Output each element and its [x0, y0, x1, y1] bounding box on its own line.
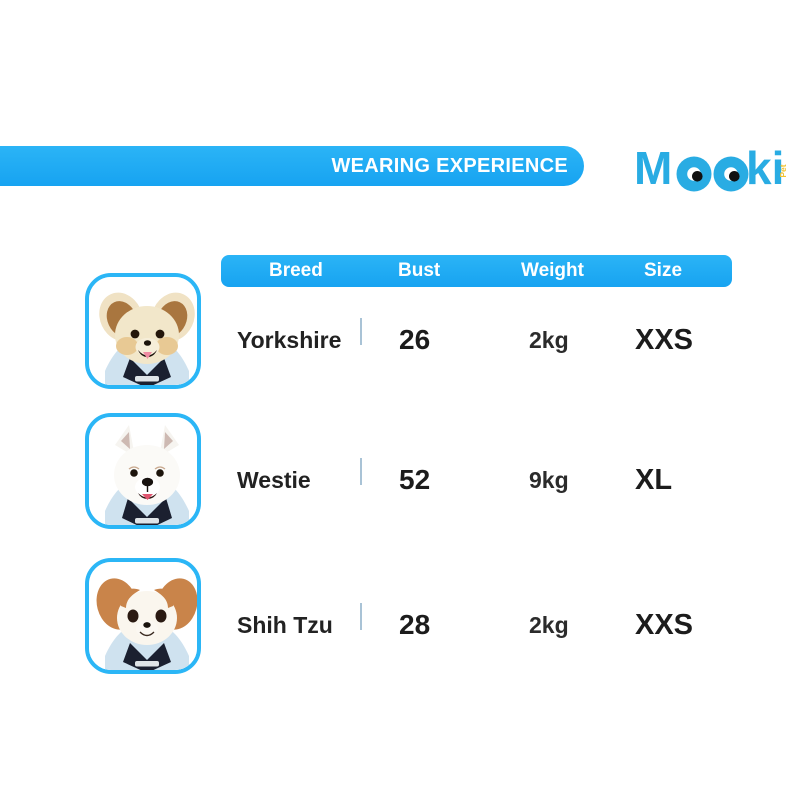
svg-text:M: M — [636, 142, 672, 194]
svg-text:Pet: Pet — [778, 164, 786, 177]
